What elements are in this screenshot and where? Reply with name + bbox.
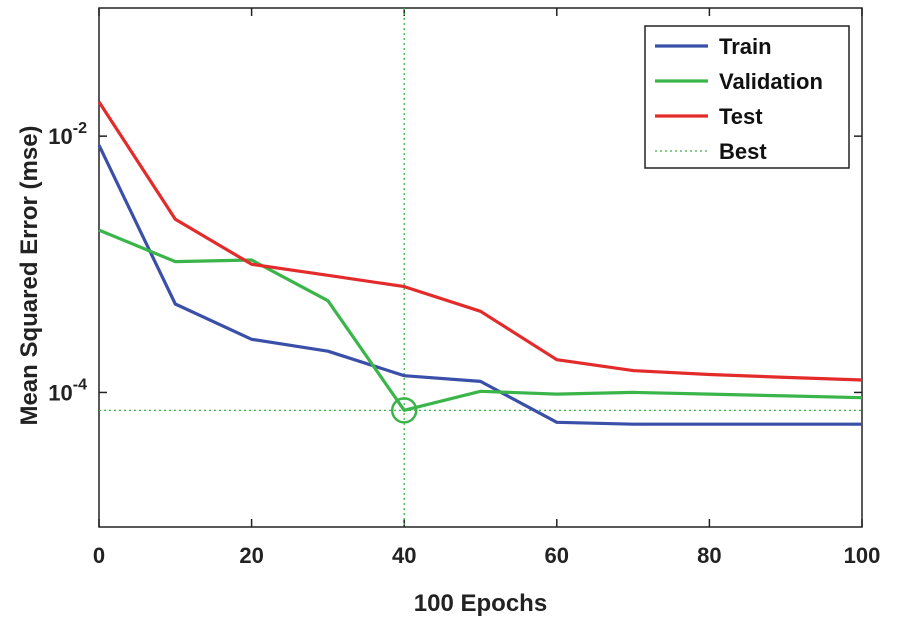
series-line-test bbox=[97, 101, 863, 382]
series-line-validation bbox=[98, 228, 863, 412]
legend-label-best: Best bbox=[719, 139, 767, 164]
x-tick-label: 40 bbox=[392, 543, 416, 568]
y-axis-title: Mean Squared Error (mse) bbox=[16, 125, 43, 425]
x-tick-label: 20 bbox=[239, 543, 263, 568]
x-axis-title: 100 Epochs bbox=[414, 590, 547, 617]
legend-box bbox=[644, 25, 850, 169]
x-tick-label: 100 bbox=[844, 543, 881, 568]
legend: Train Validation Test Best bbox=[644, 25, 850, 169]
legend-label-validation: Validation bbox=[719, 69, 823, 94]
best-point-marker bbox=[390, 397, 418, 424]
y-tick-label: 10-2 bbox=[48, 120, 87, 149]
x-tick-label: 60 bbox=[545, 543, 569, 568]
legend-label-test: Test bbox=[719, 104, 763, 129]
y-tick-label: 10-4 bbox=[48, 376, 87, 405]
x-tick-label: 0 bbox=[93, 543, 105, 568]
x-tick-label: 80 bbox=[697, 543, 721, 568]
series-line-train bbox=[97, 144, 862, 426]
legend-label-train: Train bbox=[719, 34, 772, 59]
